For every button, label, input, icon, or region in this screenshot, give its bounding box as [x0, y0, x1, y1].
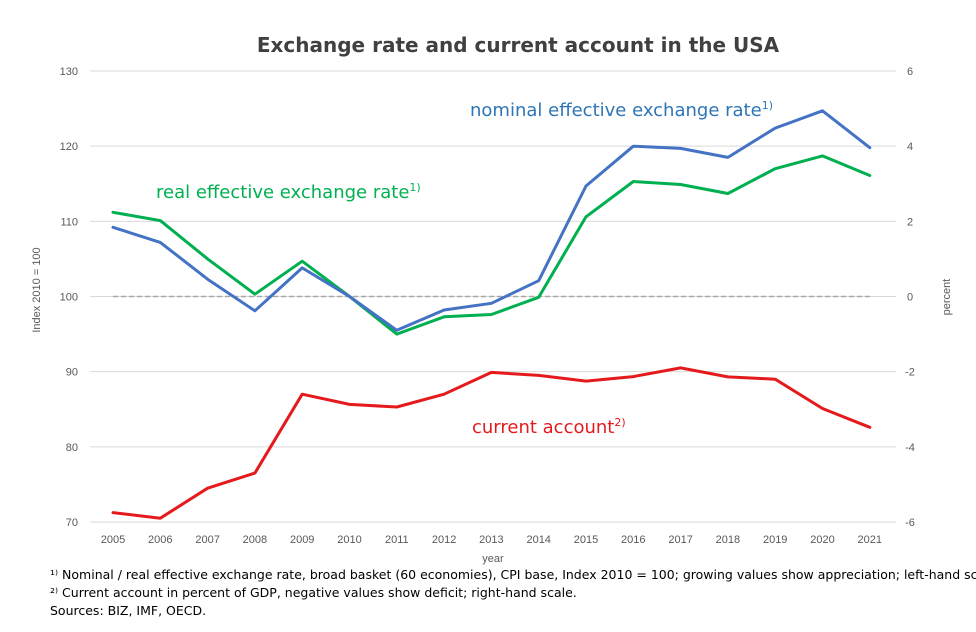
right-tick-label: 6	[907, 66, 913, 78]
x-tick-label: 2016	[621, 534, 645, 546]
legend-label-current-account: current account2)	[472, 416, 626, 438]
right-tick-label: -6	[905, 517, 915, 529]
x-axis-label: year	[482, 553, 504, 565]
right-axis-ticks: -6 -4 -2 0 2 4 6	[905, 66, 915, 529]
footnote-sources: Sources: BIZ, IMF, OECD.	[50, 603, 206, 618]
x-tick-label: 2012	[432, 534, 456, 546]
x-tick-label: 2010	[337, 534, 361, 546]
left-tick-label: 110	[60, 216, 78, 228]
right-tick-label: -2	[905, 367, 915, 379]
footnote-2: ²⁾ Current account in percent of GDP, ne…	[50, 585, 577, 600]
series-lines	[111, 109, 872, 520]
x-tick-label: 2017	[668, 534, 692, 546]
left-tick-label: 90	[66, 367, 78, 379]
x-tick-label: 2019	[763, 534, 787, 546]
x-tick-label: 2006	[148, 534, 172, 546]
left-axis-ticks: 70 80 90 100 110 120 130	[60, 66, 78, 529]
x-tick-label: 2007	[195, 534, 219, 546]
x-tick-label: 2015	[574, 534, 598, 546]
chart-title: Exchange rate and current account in the…	[257, 33, 780, 57]
right-tick-label: 2	[907, 216, 913, 228]
series-line-1	[111, 154, 872, 336]
series-line-2	[111, 366, 872, 520]
right-tick-label: 0	[907, 292, 913, 304]
left-tick-label: 80	[66, 442, 78, 454]
legend-label-real: real effective exchange rate1)	[156, 181, 421, 203]
left-tick-label: 130	[60, 66, 78, 78]
x-tick-label: 2021	[858, 534, 882, 546]
x-tick-label: 2008	[243, 534, 267, 546]
left-tick-label: 120	[60, 141, 78, 153]
left-tick-label: 100	[60, 292, 78, 304]
series-line-0	[111, 109, 872, 332]
x-tick-label: 2011	[385, 534, 409, 546]
x-tick-label: 2005	[101, 534, 125, 546]
right-axis-label: percent	[941, 279, 953, 316]
left-tick-label: 70	[66, 517, 78, 529]
right-tick-label: 4	[907, 141, 913, 153]
legend-label-nominal: nominal effective exchange rate1)	[470, 99, 773, 121]
footnote-1: ¹⁾ Nominal / real effective exchange rat…	[50, 567, 976, 582]
left-axis-label: Index 2010 = 100	[31, 247, 43, 332]
x-tick-label: 2014	[526, 534, 550, 546]
x-tick-label: 2020	[810, 534, 834, 546]
x-axis-ticks: 2005 2006 2007 2008 2009 2010 2011 2012 2013 2014…	[101, 534, 882, 546]
x-tick-label: 2018	[716, 534, 740, 546]
x-tick-label: 2013	[479, 534, 503, 546]
right-tick-label: -4	[905, 442, 915, 454]
x-tick-label: 2009	[290, 534, 314, 546]
